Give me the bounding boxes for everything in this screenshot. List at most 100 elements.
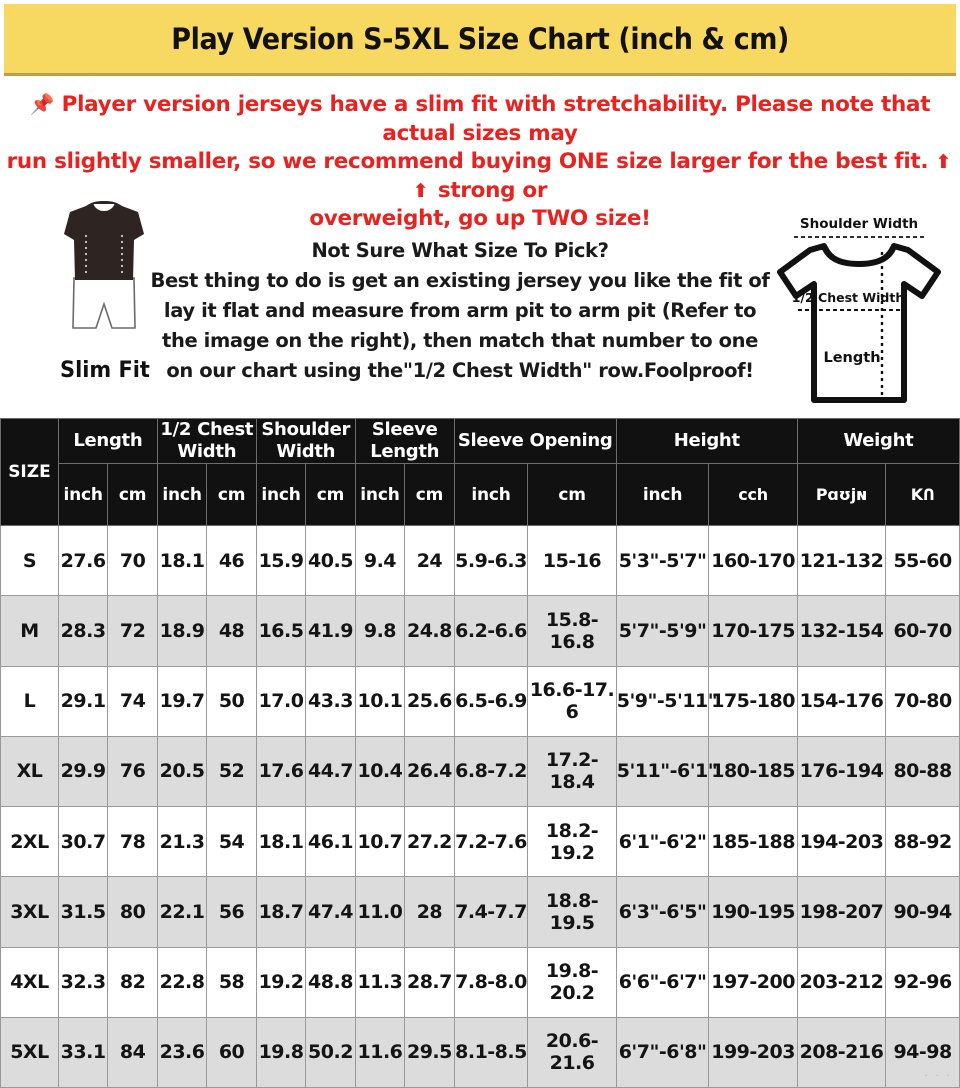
table-cell: 199-203 [708,1016,798,1088]
table-cell: 26.4 [404,735,455,808]
table-cell: 19.8-20.2 [527,946,617,1018]
fit-notice: 📌 Player version jerseys have a slim fit… [6,90,954,234]
table-cell: 132-154 [796,595,887,667]
table-unit-header-row: inch cm inch cm inch cm inch cm inch cm … [1,463,960,526]
table-cell: 44.7 [305,735,356,808]
table-cell: 80-88 [885,735,960,808]
table-cell: 18.9 [156,595,208,667]
table-cell: 7.4-7.7 [453,876,529,948]
table-cell: 17.2-18.4 [527,735,617,808]
table-cell: 18.1 [156,524,208,597]
table-cell: 5'3"-5'7" [615,524,710,597]
table-cell: 32.3 [57,946,109,1018]
size-table-container: SIZE Length 1/2 Chest Width Shoulder Wid… [0,418,960,1088]
table-cell: 11.0 [354,876,406,948]
table-cell: 175-180 [708,665,798,737]
table-cell: 74 [107,665,158,737]
table-cell: 48 [206,595,257,667]
table-row: L 29.1 74 19.7 50 17.0 43.3 10.1 25.6 6.5-6.9 16.6… [0,665,960,737]
table-cell: 60 [206,1016,257,1088]
table-cell: 33.1 [57,1016,109,1088]
table-cell: 19.2 [255,946,307,1018]
table-cell: 29.5 [404,1016,455,1088]
header-group-length: Length [57,418,158,464]
table-cell: 60-70 [885,595,960,667]
table-cell: 27.2 [404,805,455,878]
table-cell: 84 [107,1016,158,1088]
table-cell: 16.6-17. 6 [527,665,617,737]
howto-question: Not Sure What Size To Pick? [311,239,609,262]
table-cell: 22.8 [156,946,208,1018]
table-cell: 70-80 [885,665,960,737]
notice-line-2a: run slightly smaller, so we recommend bu… [6,149,929,174]
row-size-label: M [0,595,59,667]
header-unit-height-inch: inch [615,463,710,526]
table-cell: 121-132 [796,524,887,597]
notice-line-2b: strong or [437,177,548,203]
table-cell: 28 [404,876,455,948]
header-unit-chest-inch: inch [156,463,208,526]
table-cell: 6'6"-6'7" [615,946,710,1018]
table-cell: 24 [404,524,455,597]
table-cell: 160-170 [708,524,798,597]
illustration-row: Slim Fit Not Sure What Size To Pick? Bes… [0,196,960,418]
table-cell: 28.3 [57,595,109,667]
table-cell: 9.4 [354,524,406,597]
header-group-half-chest-width: 1/2 Chest Width [156,418,257,464]
row-size-label: XL [0,735,59,808]
header-unit-weight-kg: KՈ [885,463,960,526]
table-cell: 43.3 [305,665,356,737]
table-cell: 24.8 [404,595,455,667]
table-cell: 30.7 [57,805,109,878]
table-cell: 23.6 [156,1016,208,1088]
table-body: S 27.6 70 18.1 46 15.9 40.5 9.4 24 5.9-6.3 15-16 5'… [0,524,960,1088]
title-band: Play Version S-5XL Size Chart (inch & cm… [4,4,956,76]
header-unit-sleevelen-inch: inch [354,463,406,526]
table-cell: 22.1 [156,876,208,948]
table-cell: 9.8 [354,595,406,667]
table-cell: 6'1"-6'2" [615,805,710,878]
table-cell: 72 [107,595,158,667]
table-cell: 15-16 [527,524,617,597]
table-cell: 8.1-8.5 [453,1016,529,1088]
row-size-label: 3XL [0,876,59,948]
table-cell: 190-195 [708,876,798,948]
header-unit-weight-pound: Pɑʊjɴ [796,463,887,526]
table-cell: 41.9 [305,595,356,667]
table-cell: 6.5-6.9 [453,665,529,737]
header-group-shoulder-width: Shoulder Width [255,418,356,464]
page-title: Play Version S-5XL Size Chart (inch & cm… [171,21,789,56]
header-group-height: Height [615,418,798,464]
table-cell: 6.2-6.6 [453,595,529,667]
table-cell: 88-92 [885,805,960,878]
header-unit-shoulder-cm: cm [305,463,356,526]
header-group-weight: Weight [796,418,960,464]
table-cell: 18.8-19.5 [527,876,617,948]
table-cell: 11.3 [354,946,406,1018]
table-cell: 6.8-7.2 [453,735,529,808]
table-cell: 70 [107,524,158,597]
table-cell: 17.0 [255,665,307,737]
table-cell: 55-60 [885,524,960,597]
row-size-label: S [0,524,59,597]
header-group-sleeve-opening: Sleeve Opening [453,418,617,464]
notice-line-1: Player version jerseys have a slim fit w… [61,92,931,146]
row-size-label: L [0,665,59,737]
table-row: 4XL 32.3 82 22.8 58 19.2 48.8 11.3 28.7 7.8-8.0 19… [0,946,960,1018]
up-arrow-icon: ⬆ ⬆ [412,151,954,202]
table-cell: 208-216 [796,1016,887,1088]
table-cell: 15.9 [255,524,307,597]
table-cell: 25.6 [404,665,455,737]
table-cell: 5'7"-5'9" [615,595,710,667]
table-row: 2XL 30.7 78 21.3 54 18.1 46.1 10.7 27.2 7.2-7.6 18… [0,805,960,878]
table-cell: 17.6 [255,735,307,808]
table-cell: 76 [107,735,158,808]
table-cell: 5.9-6.3 [453,524,529,597]
table-cell: 21.3 [156,805,208,878]
table-cell: 154-176 [796,665,887,737]
table-row: M 28.3 72 18.9 48 16.5 41.9 9.8 24.8 6.2-6.6 15.8-… [0,595,960,667]
table-cell: 185-188 [708,805,798,878]
table-cell: 7.2-7.6 [453,805,529,878]
table-cell: 176-194 [796,735,887,808]
